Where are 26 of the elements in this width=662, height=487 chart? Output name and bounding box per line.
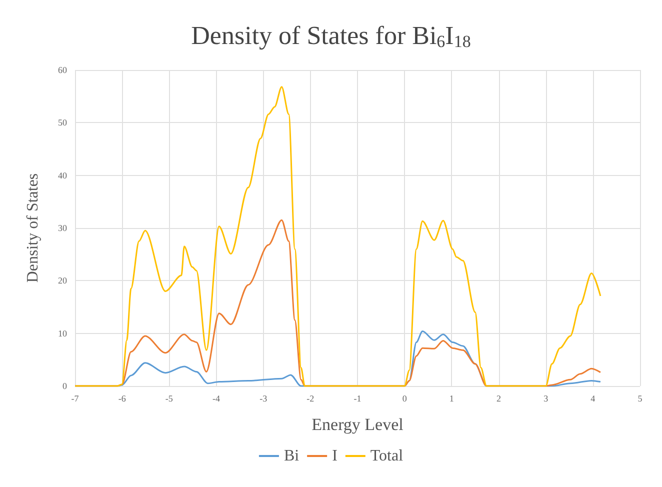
x-tick-label: -5 — [165, 394, 174, 404]
y-tick-label: 20 — [58, 276, 68, 286]
x-axis-title: Energy Level — [312, 415, 404, 434]
y-tick-label: 30 — [58, 223, 68, 233]
x-tick-label: 5 — [638, 394, 643, 404]
x-tick-label: 0 — [402, 394, 408, 404]
legend-label: I — [332, 448, 338, 464]
y-tick-label: 10 — [58, 328, 68, 338]
x-tick-label: -7 — [71, 394, 80, 404]
x-tick-label: 1 — [449, 394, 454, 404]
x-tick-label: -1 — [354, 394, 362, 404]
x-tick-label: 2 — [496, 394, 501, 404]
x-tick-label: -2 — [306, 394, 314, 404]
legend-label: Bi — [284, 448, 300, 464]
y-tick-label: 0 — [62, 381, 68, 391]
x-tick-label: -3 — [260, 394, 268, 404]
x-tick-label: -6 — [118, 394, 126, 404]
y-tick-label: 60 — [58, 65, 68, 75]
legend-label: Total — [370, 448, 404, 464]
x-tick-label: 4 — [590, 394, 596, 404]
y-tick-label: 50 — [58, 118, 68, 128]
x-tick-label: -4 — [212, 394, 220, 404]
y-axis-title: Density of States — [24, 173, 42, 283]
line-series — [74, 86, 602, 387]
x-tick-label: 3 — [544, 394, 549, 404]
y-tick-label: 40 — [58, 170, 68, 180]
